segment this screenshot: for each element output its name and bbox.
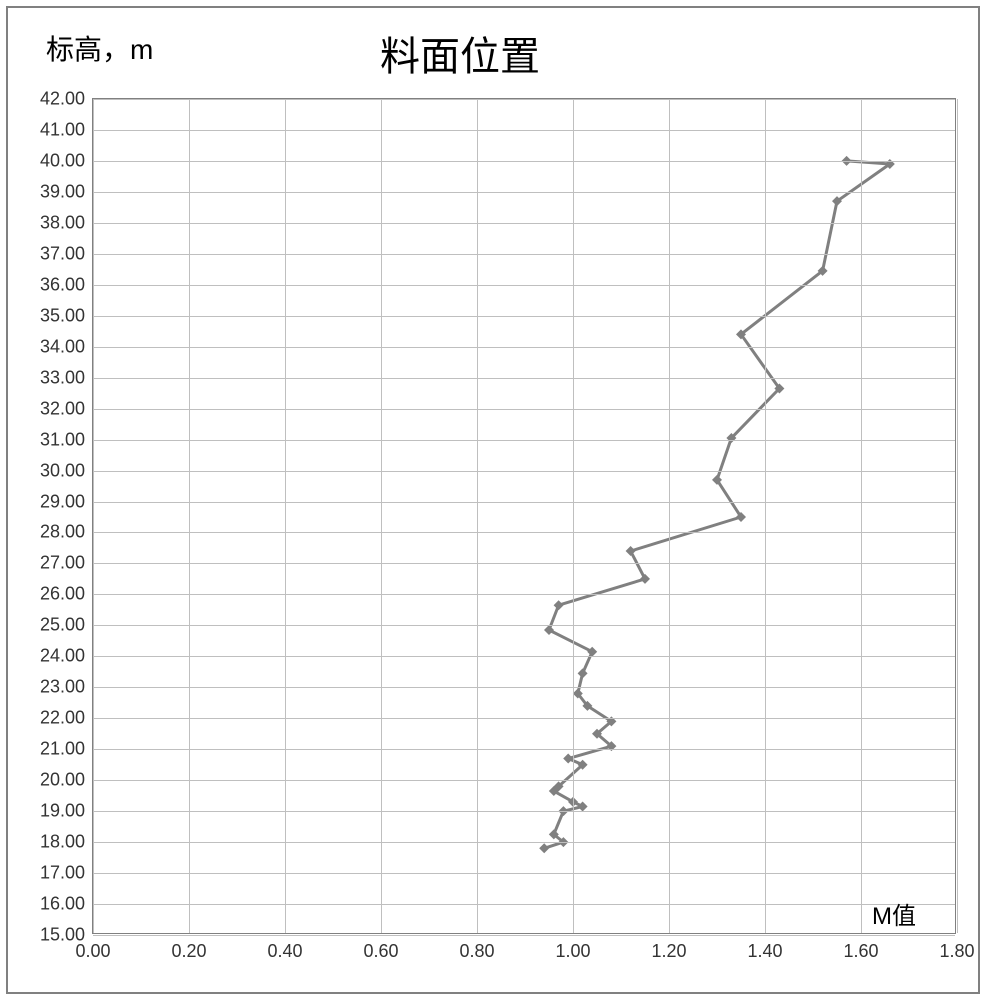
x-tick-label: 1.20 — [651, 941, 686, 962]
gridline-vertical — [669, 99, 670, 933]
x-tick-label: 1.80 — [939, 941, 974, 962]
gridline-vertical — [285, 99, 286, 933]
y-tick-label: 27.00 — [40, 553, 85, 574]
x-tick-label: 0.00 — [75, 941, 110, 962]
gridline-vertical — [189, 99, 190, 933]
series-marker — [539, 843, 549, 853]
y-tick-label: 30.00 — [40, 460, 85, 481]
gridline-vertical — [93, 99, 94, 933]
y-tick-label: 39.00 — [40, 181, 85, 202]
y-tick-label: 25.00 — [40, 615, 85, 636]
gridline-horizontal — [93, 594, 955, 595]
y-tick-label: 21.00 — [40, 739, 85, 760]
chart-title: 料面位置 — [380, 24, 540, 82]
gridline-horizontal — [93, 873, 955, 874]
y-tick-label: 34.00 — [40, 336, 85, 357]
x-tick-label: 1.00 — [555, 941, 590, 962]
y-tick-label: 24.00 — [40, 646, 85, 667]
gridline-horizontal — [93, 718, 955, 719]
gridline-horizontal — [93, 935, 955, 936]
series-marker — [587, 647, 597, 657]
gridline-horizontal — [93, 842, 955, 843]
x-tick-label: 0.80 — [459, 941, 494, 962]
gridline-horizontal — [93, 502, 955, 503]
gridline-vertical — [477, 99, 478, 933]
y-tick-label: 33.00 — [40, 367, 85, 388]
series-marker — [544, 625, 554, 635]
gridline-vertical — [381, 99, 382, 933]
gridline-horizontal — [93, 192, 955, 193]
series-marker — [554, 600, 564, 610]
series-marker — [640, 574, 650, 584]
y-tick-label: 23.00 — [40, 677, 85, 698]
x-axis-title: M值 — [872, 896, 916, 931]
series-marker — [563, 754, 573, 764]
y-tick-label: 41.00 — [40, 119, 85, 140]
y-tick-label: 22.00 — [40, 708, 85, 729]
gridline-horizontal — [93, 780, 955, 781]
gridline-vertical — [573, 99, 574, 933]
gridline-horizontal — [93, 285, 955, 286]
gridline-horizontal — [93, 532, 955, 533]
y-tick-label: 38.00 — [40, 212, 85, 233]
y-tick-label: 26.00 — [40, 584, 85, 605]
y-tick-label: 31.00 — [40, 429, 85, 450]
y-tick-label: 36.00 — [40, 274, 85, 295]
gridline-horizontal — [93, 471, 955, 472]
y-tick-label: 32.00 — [40, 398, 85, 419]
y-tick-label: 17.00 — [40, 863, 85, 884]
x-tick-label: 1.60 — [843, 941, 878, 962]
y-tick-label: 40.00 — [40, 150, 85, 171]
gridline-horizontal — [93, 99, 955, 100]
gridline-horizontal — [93, 130, 955, 131]
y-axis-title: 标高，m — [46, 28, 153, 68]
gridline-horizontal — [93, 687, 955, 688]
gridline-horizontal — [93, 409, 955, 410]
plot-area: 15.0016.0017.0018.0019.0020.0021.0022.00… — [92, 98, 956, 934]
x-tick-label: 0.20 — [171, 941, 206, 962]
series-marker — [578, 668, 588, 678]
gridline-horizontal — [93, 161, 955, 162]
x-tick-label: 0.40 — [267, 941, 302, 962]
gridline-horizontal — [93, 378, 955, 379]
line-series — [93, 99, 957, 935]
gridline-horizontal — [93, 563, 955, 564]
y-tick-label: 37.00 — [40, 243, 85, 264]
gridline-horizontal — [93, 656, 955, 657]
gridline-horizontal — [93, 223, 955, 224]
gridline-horizontal — [93, 316, 955, 317]
y-tick-label: 16.00 — [40, 894, 85, 915]
gridline-horizontal — [93, 254, 955, 255]
x-tick-label: 0.60 — [363, 941, 398, 962]
chart-container: 标高，m 料面位置 15.0016.0017.0018.0019.0020.00… — [0, 0, 986, 1000]
y-tick-label: 35.00 — [40, 305, 85, 326]
y-tick-label: 19.00 — [40, 801, 85, 822]
y-tick-label: 29.00 — [40, 491, 85, 512]
gridline-horizontal — [93, 811, 955, 812]
x-tick-label: 1.40 — [747, 941, 782, 962]
gridline-vertical — [765, 99, 766, 933]
series-marker — [578, 802, 588, 812]
gridline-vertical — [861, 99, 862, 933]
y-tick-label: 28.00 — [40, 522, 85, 543]
gridline-vertical — [957, 99, 958, 933]
gridline-horizontal — [93, 904, 955, 905]
gridline-horizontal — [93, 347, 955, 348]
gridline-horizontal — [93, 749, 955, 750]
y-tick-label: 20.00 — [40, 770, 85, 791]
gridline-horizontal — [93, 625, 955, 626]
gridline-horizontal — [93, 440, 955, 441]
y-tick-label: 42.00 — [40, 89, 85, 110]
series-line — [544, 161, 890, 848]
y-tick-label: 18.00 — [40, 832, 85, 853]
series-marker — [626, 546, 636, 556]
